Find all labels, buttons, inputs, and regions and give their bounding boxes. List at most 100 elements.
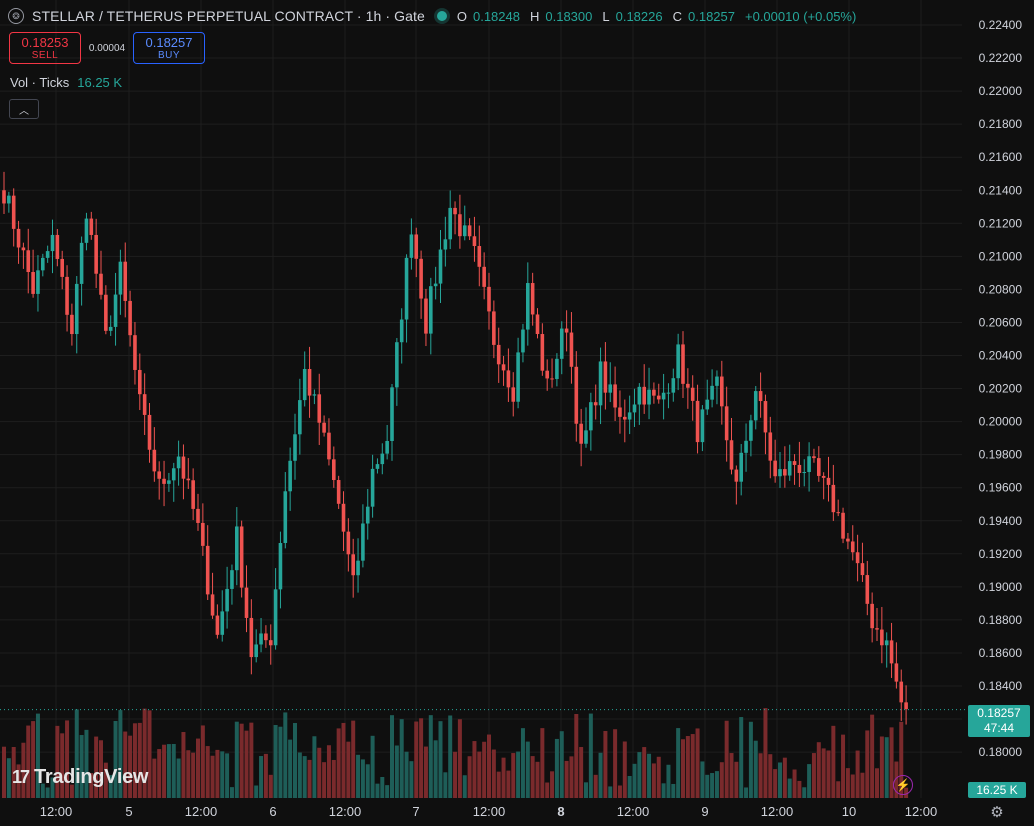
volume-bar — [778, 762, 782, 798]
candle-body — [346, 531, 351, 555]
candle-body — [230, 570, 234, 589]
candle-body — [399, 319, 404, 343]
volume-bar — [613, 729, 618, 798]
candle-body — [60, 258, 64, 277]
candle-body — [220, 611, 225, 635]
volume-bar — [79, 735, 84, 798]
volume-bar — [317, 747, 322, 798]
price-tick-label: 0.18600 — [979, 646, 1023, 660]
volume-bar — [249, 722, 254, 798]
volume-legend[interactable]: Vol · Ticks 16.25 K — [10, 75, 122, 90]
price-tick-label: 0.19200 — [979, 547, 1023, 561]
volume-bar — [598, 752, 603, 798]
volume-bar — [836, 781, 841, 798]
tradingview-logo[interactable]: 17 TradingView — [12, 766, 148, 789]
candle-body — [734, 469, 739, 482]
candle-body — [564, 328, 569, 333]
candle-body — [496, 344, 501, 365]
candle-body — [424, 298, 428, 334]
volume-bar — [865, 730, 870, 798]
candle-body — [904, 702, 908, 710]
time-tick-label: 12:00 — [905, 804, 938, 819]
volume-bar — [671, 783, 676, 798]
symbol-logo-icon[interactable]: ❂ — [8, 8, 24, 24]
last-price-label: 0.18257 47:44 — [968, 705, 1030, 737]
candle-body — [511, 387, 516, 402]
volume-bar — [530, 756, 535, 798]
candle-body — [569, 332, 574, 367]
volume-bar — [802, 787, 807, 798]
volume-bar — [254, 785, 259, 798]
volume-bar — [482, 741, 487, 798]
candle-body — [133, 335, 137, 370]
volume-bar — [744, 787, 749, 798]
candle-body — [884, 640, 889, 646]
candle-body — [715, 376, 719, 386]
volume-bar — [841, 734, 846, 798]
candle-body — [249, 617, 254, 658]
volume-bar — [491, 749, 496, 798]
volume-bar — [579, 747, 584, 798]
candle-body — [438, 249, 443, 284]
volume-bar — [94, 736, 99, 798]
candle-body — [186, 478, 191, 481]
volume-bar — [423, 746, 428, 798]
candle-body — [521, 329, 525, 353]
volume-bar — [60, 733, 65, 798]
lightning-icon[interactable]: ⚡ — [893, 775, 913, 795]
volume-bar — [627, 775, 632, 798]
volume-bar — [419, 718, 424, 798]
candle-body — [807, 456, 811, 473]
volume-bar — [870, 714, 875, 798]
price-tick-label: 0.19000 — [979, 580, 1023, 594]
volume-bar — [142, 708, 147, 798]
candle-body — [841, 512, 845, 539]
volume-bar — [617, 785, 622, 798]
last-price-value: 0.18257 — [977, 706, 1021, 720]
candle-body — [288, 460, 292, 492]
volume-bar — [326, 745, 331, 798]
candle-body — [157, 471, 161, 479]
volume-bar — [205, 746, 210, 798]
volume-bar — [360, 759, 365, 798]
last-volume-label: 16.25 K — [968, 782, 1026, 798]
volume-bar — [574, 713, 579, 798]
candle-body — [812, 456, 816, 459]
candle-body — [414, 234, 419, 259]
volume-bar — [283, 712, 288, 798]
candle-body — [778, 469, 782, 477]
candle-body — [215, 615, 220, 635]
candle-body — [865, 575, 870, 604]
candle-body — [453, 207, 457, 215]
candle-body — [545, 370, 549, 379]
volume-bar — [268, 774, 273, 798]
gear-icon[interactable]: ⚙ — [990, 804, 1004, 821]
collapse-legend-button[interactable]: ︿ — [9, 99, 39, 119]
candle-body — [787, 461, 792, 476]
volume-bar — [341, 722, 346, 798]
volume-bar — [472, 741, 477, 798]
candle-body — [656, 395, 661, 400]
price-tick-label: 0.20600 — [979, 315, 1023, 329]
volume-bar — [215, 749, 220, 798]
candle-body — [753, 391, 758, 421]
sell-button[interactable]: 0.18253 SELL — [9, 32, 81, 64]
price-tick-label: 0.18400 — [979, 679, 1023, 693]
candle-body — [108, 326, 113, 331]
candle-body — [613, 384, 617, 408]
candle-body — [50, 234, 55, 252]
volume-bar — [758, 753, 763, 798]
candle-body — [870, 603, 874, 629]
time-tick-label: 8 — [557, 804, 564, 819]
symbol-title[interactable]: STELLAR / TETHERUS PERPETUAL CONTRACT · … — [32, 8, 425, 24]
volume-bar — [263, 753, 268, 798]
volume-bar — [147, 710, 152, 798]
buy-button[interactable]: 0.18257 BUY — [133, 32, 205, 64]
candle-body — [259, 633, 263, 645]
volume-bar — [162, 744, 167, 798]
volume-bar — [103, 762, 108, 798]
volume-bar — [875, 768, 879, 798]
volume-bar — [322, 762, 327, 798]
volume-bar — [414, 721, 419, 798]
